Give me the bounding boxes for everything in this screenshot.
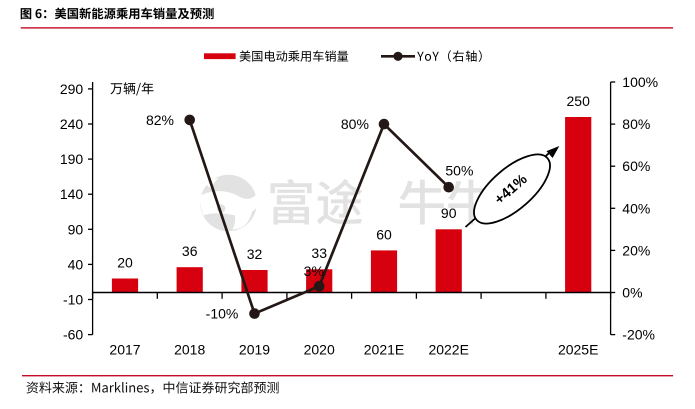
svg-text:90: 90 (68, 221, 84, 237)
svg-text:100%: 100% (622, 74, 658, 90)
svg-text:3%: 3% (304, 263, 324, 279)
svg-text:2019: 2019 (239, 342, 270, 358)
svg-text:-20%: -20% (622, 327, 655, 343)
svg-text:60: 60 (376, 226, 392, 242)
svg-text:-60: -60 (63, 327, 83, 343)
svg-text:2021E: 2021E (364, 342, 404, 358)
svg-text:-10%: -10% (206, 306, 239, 322)
svg-text:2022E: 2022E (428, 342, 468, 358)
svg-text:40: 40 (68, 256, 84, 272)
svg-text:82%: 82% (146, 112, 174, 128)
svg-text:36: 36 (182, 243, 198, 259)
svg-text:40%: 40% (622, 200, 650, 216)
svg-text:2018: 2018 (174, 342, 205, 358)
svg-text:240: 240 (60, 116, 84, 132)
svg-text:250: 250 (567, 93, 591, 109)
svg-text:0%: 0% (622, 285, 642, 301)
svg-text:33: 33 (311, 245, 327, 261)
svg-text:60%: 60% (622, 158, 650, 174)
svg-text:2025E: 2025E (558, 342, 598, 358)
svg-text:50%: 50% (445, 163, 473, 179)
svg-text:32: 32 (247, 246, 263, 262)
svg-text:140: 140 (60, 186, 84, 202)
svg-text:20%: 20% (622, 242, 650, 258)
svg-text:190: 190 (60, 151, 84, 167)
svg-text:2020: 2020 (304, 342, 335, 358)
svg-text:290: 290 (60, 81, 84, 97)
svg-text:80%: 80% (622, 116, 650, 132)
svg-text:90: 90 (441, 205, 457, 221)
svg-text:80%: 80% (341, 116, 369, 132)
svg-text:-10: -10 (63, 292, 83, 308)
svg-text:2017: 2017 (109, 342, 140, 358)
svg-text:20: 20 (117, 254, 133, 270)
